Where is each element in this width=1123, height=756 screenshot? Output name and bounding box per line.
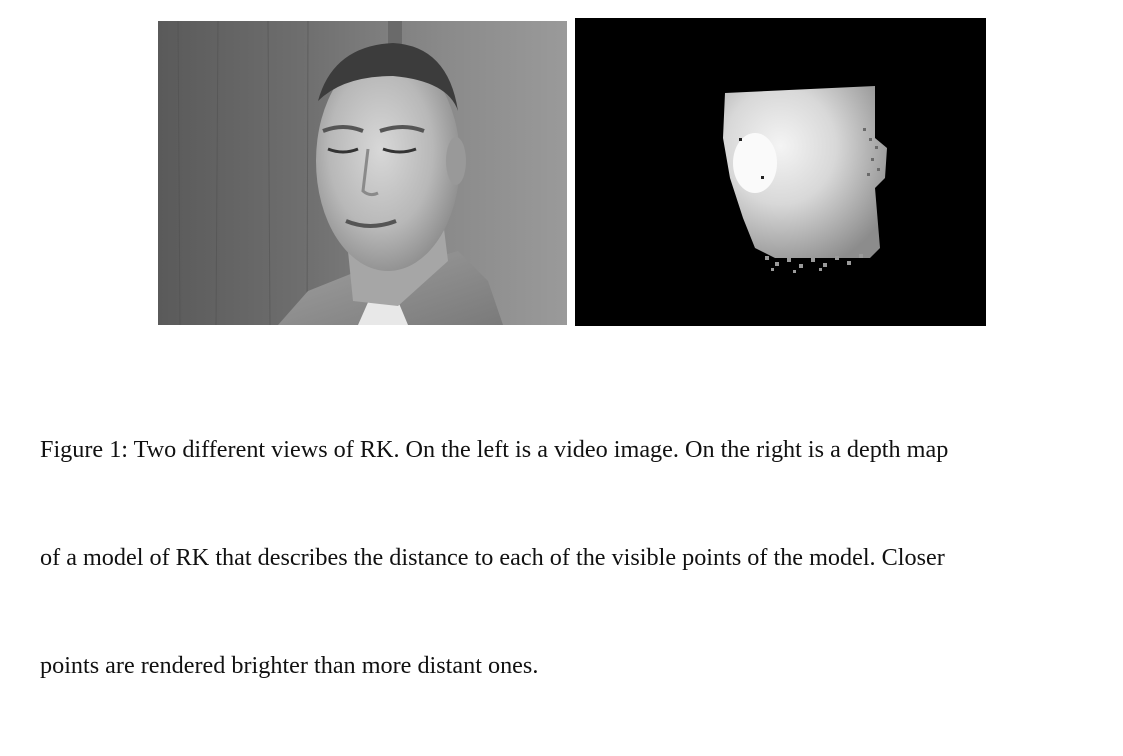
video-image — [158, 21, 567, 325]
caption-line: points are rendered brighter than more d… — [40, 652, 539, 679]
figure-caption: Figure 1: Two different views of RK. On … — [40, 360, 1090, 756]
face-photo-icon — [158, 21, 567, 325]
depth-map-icon — [575, 18, 986, 326]
caption-line: of a model of RK that describes the dist… — [40, 544, 945, 571]
depth-map-image — [575, 18, 986, 326]
caption-line: Figure 1: Two different views of RK. On … — [40, 436, 949, 463]
figure: Figure 1: Two different views of RK. On … — [40, 18, 986, 679]
